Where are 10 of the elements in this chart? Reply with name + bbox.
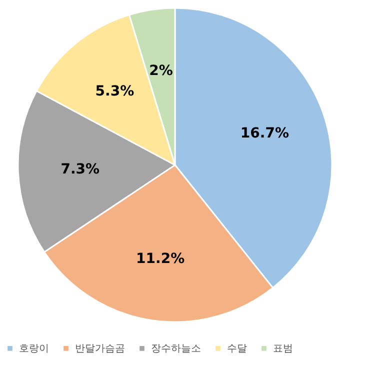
legend-label: 반달가슴곰 <box>75 343 125 354</box>
data-label: 5.3% <box>95 84 134 100</box>
data-label: 7.3% <box>60 162 100 178</box>
data-label: 2% <box>149 63 173 80</box>
data-label: 16.7% <box>240 126 289 142</box>
legend-label: 장수하늘소 <box>151 343 201 354</box>
legend-label: 표범 <box>273 343 293 354</box>
legend-label: 호랑이 <box>19 343 49 354</box>
data-label: 11.2% <box>136 250 185 267</box>
legend-label: 수달 <box>227 343 247 354</box>
